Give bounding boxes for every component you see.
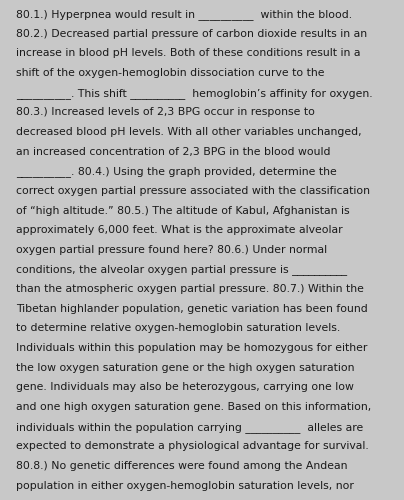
Text: to determine relative oxygen-hemoglobin saturation levels.: to determine relative oxygen-hemoglobin … (16, 324, 341, 334)
Text: an increased concentration of 2,3 BPG in the blood would: an increased concentration of 2,3 BPG in… (16, 146, 330, 156)
Text: and one high oxygen saturation gene. Based on this information,: and one high oxygen saturation gene. Bas… (16, 402, 371, 412)
Text: correct oxygen partial pressure associated with the classification: correct oxygen partial pressure associat… (16, 186, 370, 196)
Text: Individuals within this population may be homozygous for either: Individuals within this population may b… (16, 343, 368, 353)
Text: approximately 6,000 feet. What is the approximate alveolar: approximately 6,000 feet. What is the ap… (16, 225, 343, 235)
Text: 80.8.) No genetic differences were found among the Andean: 80.8.) No genetic differences were found… (16, 461, 348, 471)
Text: oxygen partial pressure found here? 80.6.) Under normal: oxygen partial pressure found here? 80.6… (16, 245, 327, 255)
Text: 80.2.) Decreased partial pressure of carbon dioxide results in an: 80.2.) Decreased partial pressure of car… (16, 28, 367, 38)
Text: __________. 80.4.) Using the graph provided, determine the: __________. 80.4.) Using the graph provi… (16, 166, 337, 177)
Text: shift of the oxygen-hemoglobin dissociation curve to the: shift of the oxygen-hemoglobin dissociat… (16, 68, 325, 78)
Text: expected to demonstrate a physiological advantage for survival.: expected to demonstrate a physiological … (16, 442, 369, 452)
Text: the low oxygen saturation gene or the high oxygen saturation: the low oxygen saturation gene or the hi… (16, 362, 355, 372)
Text: individuals within the population carrying __________  alleles are: individuals within the population carryi… (16, 422, 364, 432)
Text: conditions, the alveolar oxygen partial pressure is __________: conditions, the alveolar oxygen partial … (16, 264, 347, 276)
Text: population in either oxygen-hemoglobin saturation levels, nor: population in either oxygen-hemoglobin s… (16, 480, 354, 490)
Text: increase in blood pH levels. Both of these conditions result in a: increase in blood pH levels. Both of the… (16, 48, 361, 58)
Text: than the atmospheric oxygen partial pressure. 80.7.) Within the: than the atmospheric oxygen partial pres… (16, 284, 364, 294)
Text: decreased blood pH levels. With all other variables unchanged,: decreased blood pH levels. With all othe… (16, 127, 362, 137)
Text: of “high altitude.” 80.5.) The altitude of Kabul, Afghanistan is: of “high altitude.” 80.5.) The altitude … (16, 206, 350, 216)
Text: 80.1.) Hyperpnea would result in __________  within the blood.: 80.1.) Hyperpnea would result in _______… (16, 9, 352, 20)
Text: 80.3.) Increased levels of 2,3 BPG occur in response to: 80.3.) Increased levels of 2,3 BPG occur… (16, 108, 315, 117)
Text: gene. Individuals may also be heterozygous, carrying one low: gene. Individuals may also be heterozygo… (16, 382, 354, 392)
Text: __________. This shift __________  hemoglobin’s affinity for oxygen.: __________. This shift __________ hemogl… (16, 88, 373, 99)
Text: Tibetan highlander population, genetic variation has been found: Tibetan highlander population, genetic v… (16, 304, 368, 314)
